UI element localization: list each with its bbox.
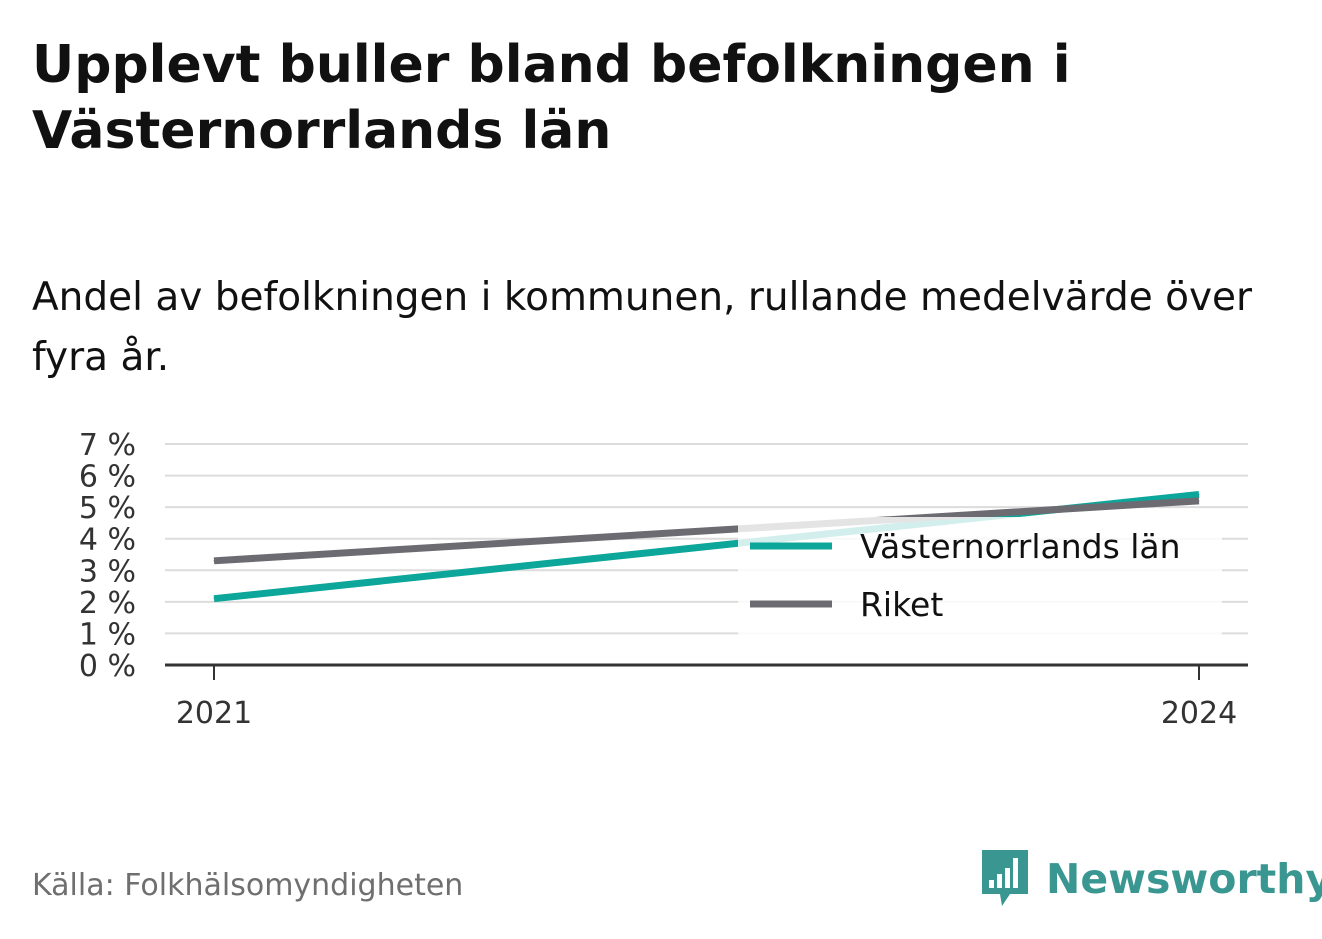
legend-box [738, 517, 1222, 637]
x-tick-label: 2021 [176, 696, 252, 731]
y-tick-label: 4 % [79, 523, 136, 558]
y-tick-label: 6 % [79, 460, 136, 495]
chart-subtitle: Andel av befolkningen i kommunen, rullan… [32, 275, 1253, 380]
legend-label: Riket [860, 585, 943, 624]
source-note: Källa: Folkhälsomyndigheten [32, 868, 464, 903]
data-point [213, 560, 215, 562]
x-tick-label: 2024 [1161, 696, 1237, 731]
newsworthy-logo-icon [982, 850, 1028, 906]
y-tick-label: 1 % [79, 617, 136, 652]
series-line-2 [213, 497, 1200, 565]
data-point [213, 598, 215, 600]
data-point [1198, 494, 1200, 496]
legend-label: Västernorrlands län [860, 527, 1181, 566]
chart-title: Upplevt buller bland befolkningen i Väst… [32, 35, 1071, 161]
line-chart: 0 %1 %2 %3 %4 %5 %6 %7 % Västernorrlands … [79, 428, 1248, 731]
data-point [1198, 500, 1200, 502]
y-tick-label: 7 % [79, 428, 136, 463]
y-tick-label: 3 % [79, 554, 136, 589]
y-tick-label: 5 % [79, 491, 136, 526]
brand-logo[interactable]: Newsworthy [980, 848, 1322, 910]
y-tick-label: 0 % [79, 649, 136, 684]
brand-name: Newsworthy [1046, 855, 1322, 903]
y-tick-label: 2 % [79, 586, 136, 621]
